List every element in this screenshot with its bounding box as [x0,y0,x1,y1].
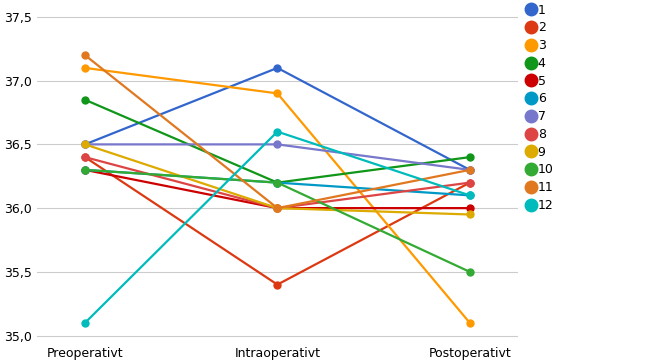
Line: 11: 11 [81,52,473,211]
12 [81,321,89,325]
4 [273,181,281,185]
5 [81,168,89,172]
Line: 10: 10 [81,166,473,275]
3 [81,66,89,70]
2 [466,181,473,185]
12 [273,130,281,134]
1 [273,66,281,70]
Line: 9: 9 [81,141,473,218]
9 [81,142,89,147]
Legend: 1, 2, 3, 4, 5, 6, 7, 8, 9, 10, 11, 12: 1, 2, 3, 4, 5, 6, 7, 8, 9, 10, 11, 12 [529,4,553,212]
1 [466,168,473,172]
5 [466,206,473,210]
Line: 7: 7 [81,141,473,173]
2 [81,155,89,159]
1 [81,142,89,147]
3 [273,91,281,96]
12 [466,193,473,198]
3 [466,321,473,325]
2 [273,282,281,287]
Line: 5: 5 [81,166,473,211]
6 [81,168,89,172]
5 [273,206,281,210]
Line: 3: 3 [81,64,473,326]
9 [273,206,281,210]
6 [273,181,281,185]
7 [273,142,281,147]
11 [81,53,89,58]
Line: 1: 1 [81,64,473,173]
10 [273,181,281,185]
10 [466,270,473,274]
11 [466,168,473,172]
7 [466,168,473,172]
7 [81,142,89,147]
Line: 6: 6 [81,166,473,199]
Line: 2: 2 [81,154,473,288]
9 [466,212,473,217]
Line: 4: 4 [81,96,473,186]
8 [273,206,281,210]
4 [466,155,473,159]
10 [81,168,89,172]
8 [466,181,473,185]
6 [466,193,473,198]
Line: 12: 12 [81,128,473,326]
4 [81,98,89,102]
11 [273,206,281,210]
Line: 8: 8 [81,154,473,211]
8 [81,155,89,159]
